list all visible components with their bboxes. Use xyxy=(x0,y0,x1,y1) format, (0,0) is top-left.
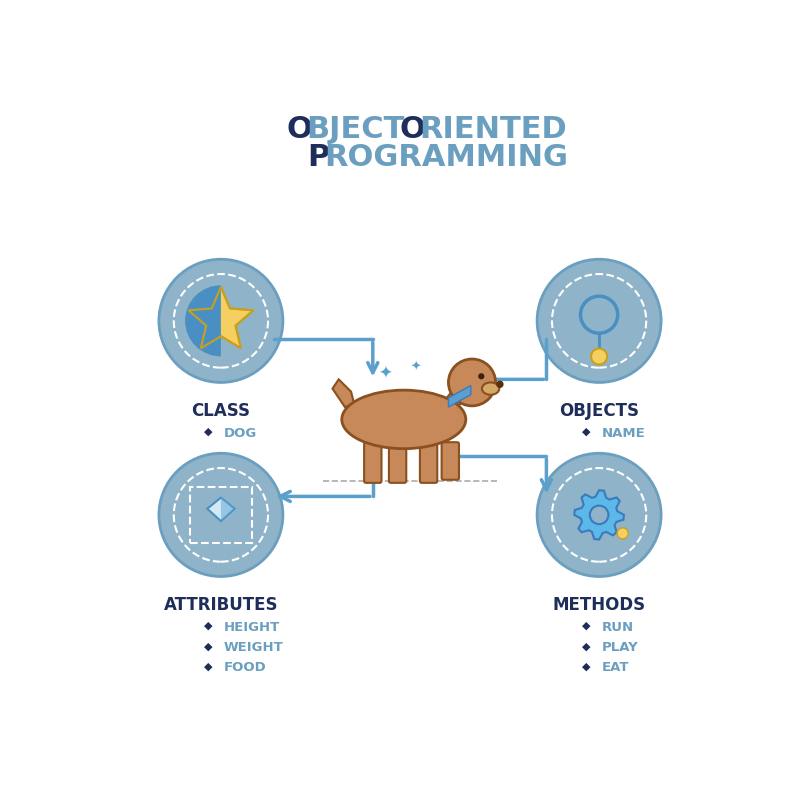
Circle shape xyxy=(537,454,661,577)
Text: DOG: DOG xyxy=(224,426,258,440)
Text: O: O xyxy=(286,115,312,144)
Text: ◆: ◆ xyxy=(204,426,213,437)
Polygon shape xyxy=(462,361,482,394)
Text: METHODS: METHODS xyxy=(553,596,646,614)
Ellipse shape xyxy=(482,382,499,394)
FancyBboxPatch shape xyxy=(420,442,438,483)
FancyBboxPatch shape xyxy=(389,442,406,483)
Text: OBJECTS: OBJECTS xyxy=(559,402,639,420)
Polygon shape xyxy=(449,386,470,407)
Text: PLAY: PLAY xyxy=(602,641,639,654)
Circle shape xyxy=(159,259,283,382)
Polygon shape xyxy=(189,287,254,348)
FancyBboxPatch shape xyxy=(442,442,459,480)
Text: ◆: ◆ xyxy=(582,426,591,437)
Ellipse shape xyxy=(342,390,466,449)
Text: ◆: ◆ xyxy=(582,641,591,651)
Polygon shape xyxy=(444,382,469,410)
Circle shape xyxy=(449,359,495,406)
Text: CLASS: CLASS xyxy=(191,402,250,420)
Text: ◆: ◆ xyxy=(204,662,213,671)
Circle shape xyxy=(591,349,607,365)
Text: ◆: ◆ xyxy=(582,662,591,671)
Text: ◆: ◆ xyxy=(204,621,213,631)
Polygon shape xyxy=(333,379,354,407)
Text: HEIGHT: HEIGHT xyxy=(224,621,280,634)
Polygon shape xyxy=(221,498,234,521)
Text: ✦: ✦ xyxy=(411,361,422,374)
Text: O: O xyxy=(399,115,425,144)
Text: ROGRAMMING: ROGRAMMING xyxy=(324,143,568,172)
Text: NAME: NAME xyxy=(602,426,646,440)
Circle shape xyxy=(590,506,608,524)
Wedge shape xyxy=(185,286,221,357)
Text: BJECT: BJECT xyxy=(306,115,405,144)
Circle shape xyxy=(617,528,628,539)
Circle shape xyxy=(478,373,485,379)
Text: RUN: RUN xyxy=(602,621,634,634)
Text: EAT: EAT xyxy=(602,662,630,674)
Circle shape xyxy=(537,259,661,382)
Polygon shape xyxy=(574,490,624,539)
Text: ATTRIBUTES: ATTRIBUTES xyxy=(164,596,278,614)
FancyBboxPatch shape xyxy=(364,442,382,483)
Text: P: P xyxy=(307,143,329,172)
Text: RIENTED: RIENTED xyxy=(419,115,567,144)
Circle shape xyxy=(159,454,283,577)
Text: ✦: ✦ xyxy=(378,364,392,382)
Text: ◆: ◆ xyxy=(582,621,591,631)
Text: FOOD: FOOD xyxy=(224,662,266,674)
Circle shape xyxy=(496,381,504,388)
Text: ◆: ◆ xyxy=(204,641,213,651)
Polygon shape xyxy=(207,498,234,521)
Text: WEIGHT: WEIGHT xyxy=(224,641,284,654)
